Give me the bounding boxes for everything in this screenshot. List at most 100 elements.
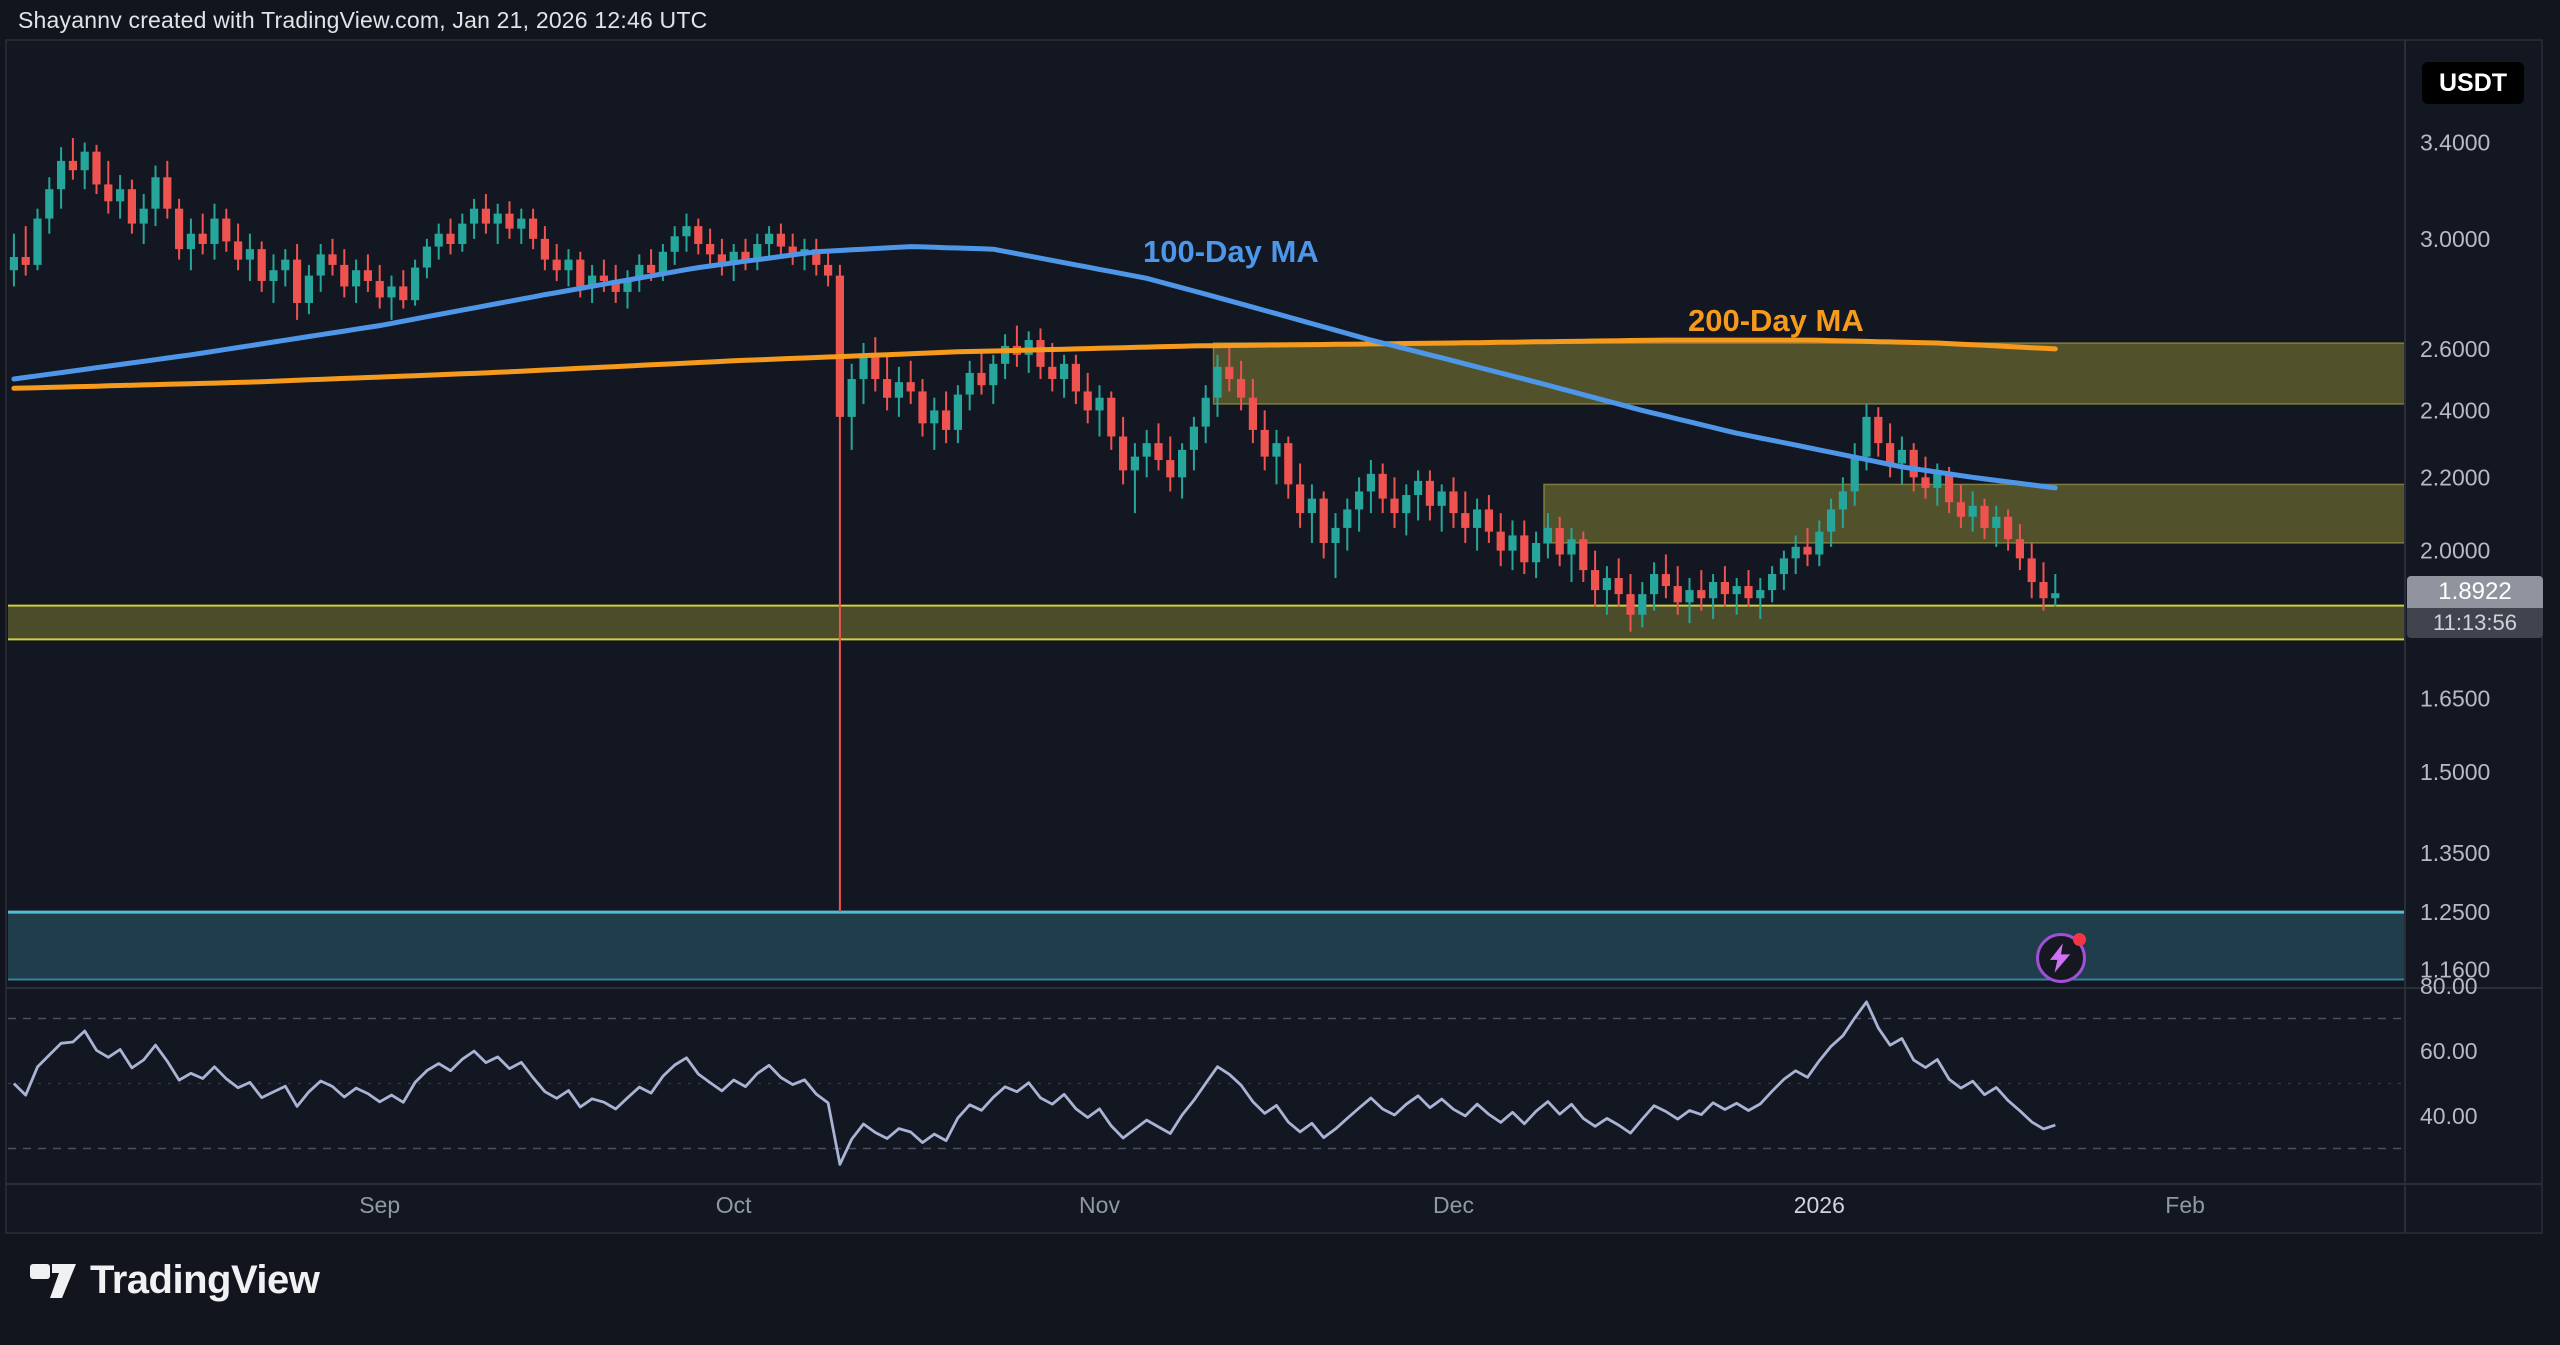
candle-body — [1343, 509, 1352, 528]
time-axis[interactable]: Sep Oct Nov Dec 2026 Feb — [359, 1192, 2205, 1218]
time-axis-label: Dec — [1433, 1192, 1474, 1218]
candle-body — [1071, 363, 1080, 392]
candle-body — [776, 233, 785, 247]
candle-body — [186, 233, 195, 250]
candle-body — [493, 213, 502, 224]
candle-body — [9, 256, 18, 271]
candle-body — [1768, 574, 1777, 591]
candle-body — [116, 189, 125, 202]
candle-body — [1119, 436, 1128, 471]
candle-body — [1272, 443, 1281, 457]
last-price-badge[interactable]: 1.8922 11:13:56 — [2407, 576, 2543, 638]
candle-body — [883, 379, 892, 398]
support-band-zone — [8, 605, 2405, 640]
flash-icon[interactable] — [2036, 933, 2086, 983]
candle-body — [340, 264, 349, 287]
candle-body — [1296, 484, 1305, 514]
candle-body — [564, 259, 573, 271]
candle-body — [1036, 340, 1045, 367]
candle-body — [658, 251, 667, 273]
candle-body — [1579, 539, 1588, 571]
candle-body — [977, 372, 986, 386]
candle-body — [1319, 498, 1328, 543]
candle-body — [1331, 527, 1340, 543]
candle-body — [1520, 535, 1529, 563]
price-tick-label: 3.0000 — [2420, 226, 2490, 252]
candle-body — [765, 233, 774, 244]
candle-body — [1425, 480, 1434, 506]
candle-body — [363, 270, 372, 281]
price-tick-label: 2.2000 — [2420, 464, 2490, 490]
candle-body — [399, 286, 408, 301]
quote-currency-badge[interactable]: USDT — [2422, 62, 2524, 104]
candle-body — [1213, 366, 1222, 398]
candle-body — [198, 233, 207, 244]
candle-body — [1838, 491, 1847, 510]
price-tick-label: 2.0000 — [2420, 538, 2490, 564]
price-axis[interactable]: 3.4000 3.0000 2.6000 2.4000 2.2000 2.0000 1.65… — [2420, 130, 2490, 1129]
candle-body — [293, 259, 302, 303]
rsi-tick-label: 40.00 — [2420, 1103, 2478, 1129]
moving-averages — [11, 244, 2058, 491]
candle-body — [1532, 542, 1541, 563]
last-price-value: 1.8922 — [2407, 576, 2543, 608]
candle-body — [1850, 456, 1859, 492]
candle-body — [1992, 516, 2001, 528]
candle-body — [446, 233, 455, 244]
price-tick-label: 1.3500 — [2420, 840, 2490, 866]
candle-body — [257, 249, 266, 281]
candle-body — [1461, 513, 1470, 528]
footer-brand[interactable]: TradingView — [30, 1258, 320, 1303]
candle-body — [1661, 574, 1670, 587]
candle-body — [623, 278, 632, 292]
candle-body — [847, 379, 856, 417]
candle-body — [1555, 527, 1564, 555]
price-tick-label: 1.5000 — [2420, 759, 2490, 785]
candle-body — [540, 238, 549, 260]
candle-body — [1862, 416, 1871, 457]
candle-body — [1779, 558, 1788, 575]
candle-body — [1414, 480, 1423, 496]
candle-body — [1107, 397, 1116, 437]
candle-body — [1673, 586, 1682, 603]
candle-body — [953, 394, 962, 430]
notification-dot — [2073, 933, 2086, 946]
candle-body — [139, 208, 148, 224]
time-axis-label: Oct — [716, 1192, 752, 1218]
candle-body — [151, 177, 160, 209]
candle-body — [1685, 590, 1694, 603]
candle-body — [2051, 593, 2060, 599]
attribution-bar: Shayannv created with TradingView.com, J… — [0, 0, 2560, 40]
candle-body — [1260, 429, 1269, 457]
candle-body — [1650, 574, 1659, 595]
candle-body — [824, 264, 833, 276]
candle-body — [33, 218, 42, 265]
rsi-tick-label: 60.00 — [2420, 1038, 2478, 1064]
candle-body — [411, 267, 420, 301]
candle-body — [1178, 449, 1187, 478]
candle-body — [1732, 586, 1741, 595]
candle-body — [1130, 456, 1139, 471]
candle-body — [741, 251, 750, 260]
candle-body — [1024, 340, 1033, 355]
candle-body — [942, 410, 951, 430]
candle-body — [588, 275, 597, 287]
candle-body — [1720, 582, 1729, 595]
candle-body — [1083, 391, 1092, 411]
candle-body — [127, 189, 136, 224]
ma100-line — [11, 244, 2058, 491]
price-tick-label: 1.2500 — [2420, 899, 2490, 925]
candle-body — [422, 246, 431, 268]
candle-body — [481, 208, 490, 224]
candle-body — [682, 226, 691, 237]
candle-body — [670, 236, 679, 252]
candle-body — [1968, 505, 1977, 517]
time-axis-label: Sep — [359, 1192, 400, 1218]
candle-body — [1508, 535, 1517, 551]
candle-body — [1201, 397, 1210, 427]
candle-body — [1095, 397, 1104, 411]
candle-body — [269, 270, 278, 281]
candle-body — [1154, 443, 1163, 461]
